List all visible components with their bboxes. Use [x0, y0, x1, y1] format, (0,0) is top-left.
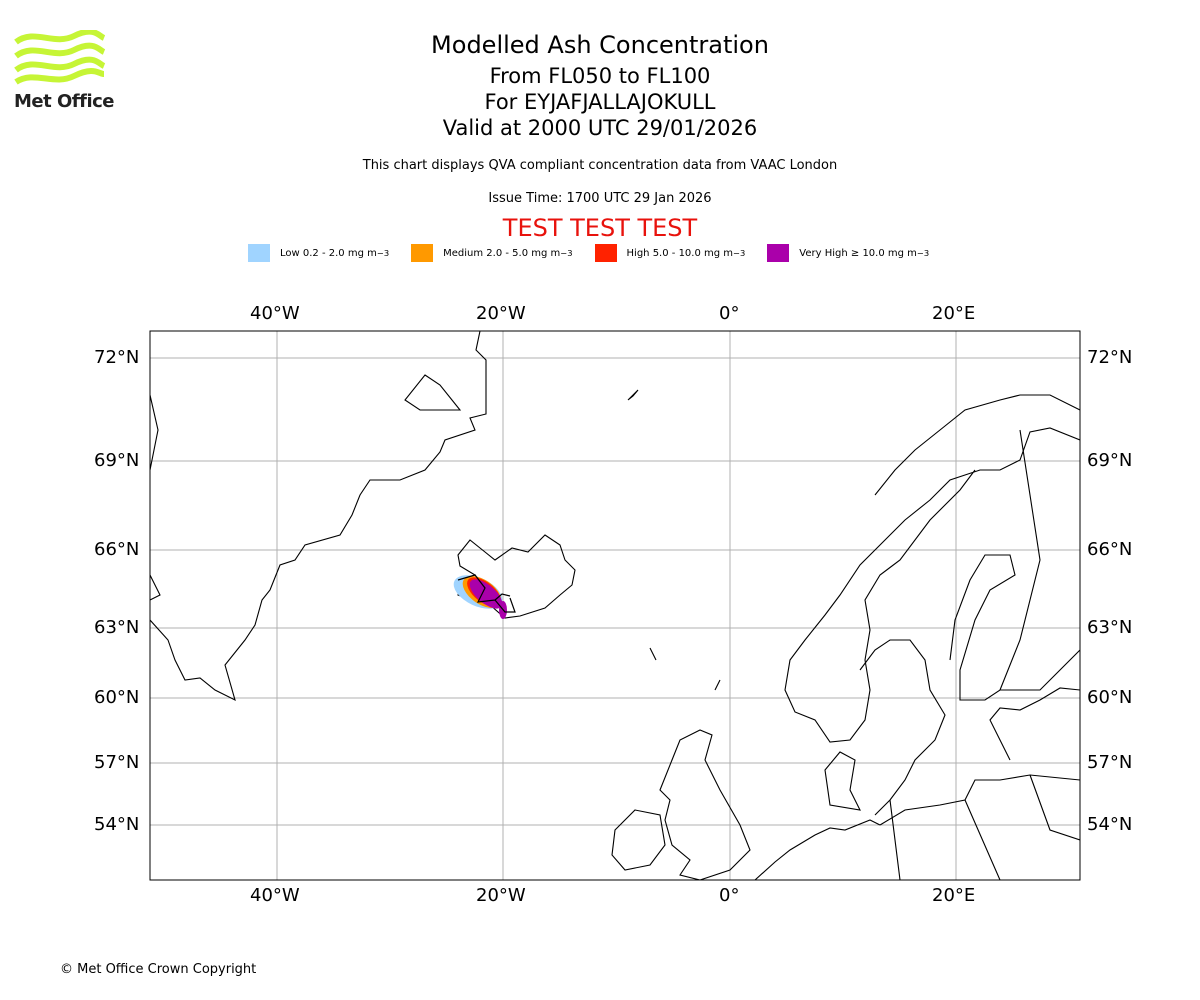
iceland-coast-overlay	[457, 574, 516, 613]
great-britain-coast	[659, 729, 751, 880]
legend-swatch	[411, 244, 434, 262]
lat-tick-left: 60°N	[94, 687, 140, 708]
ireland-coast	[611, 809, 666, 871]
ash-very-high	[469, 579, 503, 609]
legend-exponent: −3	[733, 248, 746, 258]
valid-time: Valid at 2000 UTC 29/01/2026	[442, 116, 758, 140]
lat-tick-right: 63°N	[1087, 617, 1133, 638]
test-banner: TEST TEST TEST	[502, 214, 698, 242]
coastlines	[150, 331, 1080, 880]
legend-exponent: −3	[560, 248, 573, 258]
lon-tick-bottom: 20°W	[476, 885, 526, 906]
lon-tick-bottom: 20°E	[932, 885, 976, 906]
lat-tick-left: 63°N	[94, 617, 140, 638]
legend-swatch	[248, 244, 270, 262]
lat-tick-right: 66°N	[1087, 539, 1133, 560]
legend-item-high: High 5.0 - 10.0 mg m −3	[594, 244, 746, 262]
graticule	[150, 331, 1080, 880]
lat-tick-right: 57°N	[1087, 752, 1133, 773]
legend-exponent: −3	[916, 248, 930, 258]
greenland-coast	[150, 331, 487, 702]
legend-label: Low 0.2 - 2.0 mg m	[280, 247, 377, 259]
norway-coast	[784, 394, 1080, 743]
lat-tick-left: 72°N	[94, 347, 140, 368]
legend-swatch	[594, 244, 617, 262]
lat-tick-left: 66°N	[94, 539, 140, 560]
legend-item-low: Low 0.2 - 2.0 mg m −3	[248, 244, 389, 262]
legend-label: Medium 2.0 - 5.0 mg m	[443, 247, 561, 259]
lon-tick-top: 0°	[719, 303, 740, 324]
ash-plume	[453, 575, 507, 619]
flight-levels: From FL050 to FL100	[489, 64, 711, 88]
chart-title: Modelled Ash Concentration	[431, 31, 769, 59]
legend-exponent: −3	[376, 248, 390, 258]
legend-item-medium: Medium 2.0 - 5.0 mg m −3	[411, 244, 573, 262]
borders	[889, 429, 1080, 880]
lon-tick-bottom: 0°	[719, 885, 740, 906]
lat-tick-right: 69°N	[1087, 450, 1133, 471]
volcano-name: For EYJAFJALLAJOKULL	[484, 90, 716, 114]
denmark-coast	[824, 751, 861, 811]
lat-tick-right: 60°N	[1087, 687, 1133, 708]
greenland-fjords	[150, 374, 462, 601]
lat-tick-right: 72°N	[1087, 347, 1133, 368]
lat-tick-left: 54°N	[94, 814, 140, 835]
lon-tick-top: 20°W	[476, 303, 526, 324]
lat-tick-right: 54°N	[1087, 814, 1133, 835]
legend: Low 0.2 - 2.0 mg m −3 Medium 2.0 - 5.0 mg…	[248, 244, 951, 262]
lon-tick-bottom: 40°W	[250, 885, 300, 906]
legend-label: Very High ≥ 10.0 mg m	[799, 247, 917, 259]
legend-label: High 5.0 - 10.0 mg m	[626, 247, 734, 259]
legend-item-very-high: Very High ≥ 10.0 mg m −3	[767, 244, 929, 262]
issue-time: Issue Time: 1700 UTC 29 Jan 2026	[488, 191, 712, 206]
met-office-logo-text: Met Office	[14, 91, 115, 112]
legend-swatch	[767, 244, 790, 262]
lon-tick-top: 20°E	[932, 303, 976, 324]
copyright: © Met Office Crown Copyright	[60, 962, 257, 977]
baltic-coast	[879, 687, 1080, 826]
lon-tick-top: 40°W	[250, 303, 300, 324]
met-office-logo-icon	[14, 30, 106, 85]
lat-tick-left: 69°N	[94, 450, 140, 471]
sweden-finland-coast	[859, 554, 1080, 816]
continent-coast	[754, 819, 881, 880]
lat-tick-left: 57°N	[94, 752, 140, 773]
map-frame	[149, 330, 1081, 881]
subtitle: This chart displays QVA compliant concen…	[362, 158, 838, 173]
